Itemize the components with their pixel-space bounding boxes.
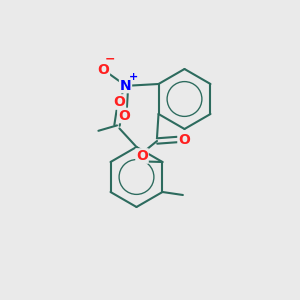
Text: O: O: [178, 133, 190, 146]
Text: N: N: [120, 79, 131, 92]
Text: −: −: [105, 53, 115, 66]
Text: O: O: [118, 109, 130, 122]
Text: O: O: [98, 63, 109, 76]
Text: +: +: [129, 72, 139, 82]
Text: O: O: [113, 95, 125, 109]
Text: O: O: [136, 149, 148, 163]
